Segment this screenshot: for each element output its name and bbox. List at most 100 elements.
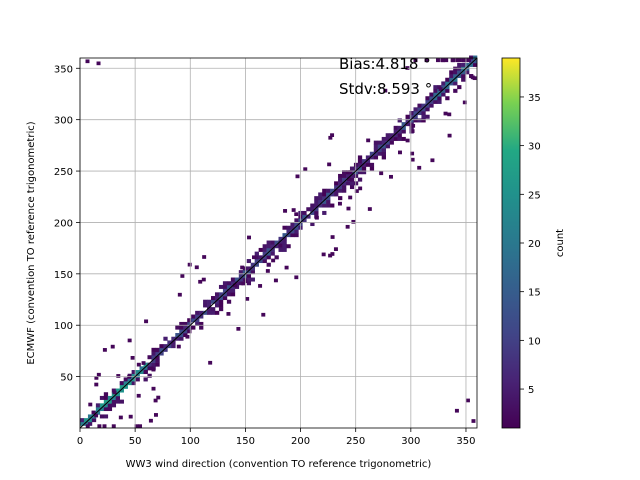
heat-cell — [214, 299, 220, 304]
heat-cell — [179, 321, 184, 326]
heat-cell — [151, 362, 156, 367]
heat-cell — [373, 151, 379, 156]
heat-cell — [447, 112, 452, 117]
heat-cell — [461, 74, 466, 79]
heat-cell — [218, 296, 224, 301]
heat-cell — [409, 125, 414, 130]
heat-cell — [383, 88, 388, 93]
heat-cell — [222, 292, 228, 297]
heat-cell — [226, 292, 232, 297]
heat-cell — [345, 181, 351, 186]
heat-cell — [357, 155, 363, 160]
heat-cell — [187, 262, 192, 267]
colorbar-tick-label: 15 — [528, 288, 541, 299]
heat-cell — [318, 199, 323, 204]
heat-cell — [445, 96, 450, 101]
heat-cell — [139, 370, 144, 375]
heat-cell — [218, 303, 224, 308]
heat-cell — [425, 103, 430, 108]
heat-cell — [373, 140, 379, 145]
heat-cell — [441, 81, 446, 86]
heat-cell — [155, 358, 160, 363]
heat-cell — [461, 70, 466, 75]
heat-cell — [270, 251, 275, 256]
heat-cell — [465, 70, 470, 75]
heat-cell — [112, 390, 117, 395]
heat-cell — [409, 114, 414, 119]
heat-cell — [334, 188, 339, 193]
heat-cell — [405, 122, 410, 127]
heat-cell — [473, 62, 478, 67]
heat-cell — [191, 314, 196, 319]
heat-cell — [258, 284, 263, 288]
colorbar-tick-label: 30 — [528, 142, 541, 153]
heat-cell — [457, 62, 462, 67]
heat-cell — [365, 159, 371, 164]
heat-cell — [310, 207, 315, 212]
heat-cell — [131, 373, 136, 378]
heat-cell — [194, 265, 199, 270]
heat-cell — [417, 165, 422, 170]
heat-cell — [338, 196, 343, 201]
heat-cell — [187, 325, 192, 330]
heat-cell — [310, 222, 315, 227]
heat-cell — [330, 192, 335, 197]
heat-cell — [330, 133, 335, 137]
heat-cell — [198, 279, 203, 284]
heat-cell — [195, 321, 200, 326]
heat-cell — [240, 265, 245, 270]
heat-cell — [321, 252, 326, 257]
heat-cell — [131, 377, 136, 382]
heat-cell — [254, 259, 259, 264]
heat-cell — [433, 96, 438, 101]
heat-cell — [473, 59, 478, 64]
heat-cell — [284, 265, 289, 270]
heat-cell — [111, 399, 117, 404]
heat-cell — [351, 219, 356, 224]
heat-cell — [131, 370, 136, 375]
heat-cell — [322, 192, 327, 197]
heat-cell — [185, 334, 190, 339]
heat-cell — [421, 107, 426, 112]
heat-cell — [175, 333, 180, 338]
heat-cell — [381, 136, 386, 141]
colorbar-label: count — [555, 229, 566, 257]
heat-cell — [381, 151, 386, 156]
heat-cell — [433, 88, 438, 93]
heat-cell — [389, 136, 394, 141]
heat-cell — [107, 407, 113, 412]
heat-cell — [318, 192, 323, 197]
heat-cell — [405, 138, 410, 143]
y-tick-label: 150 — [54, 270, 73, 281]
heat-cell — [144, 319, 149, 324]
heat-cell — [187, 329, 192, 334]
heat-cell — [254, 251, 259, 256]
heat-cell — [236, 327, 241, 331]
heat-cell — [238, 273, 244, 278]
heat-cell — [393, 125, 398, 130]
heat-cell — [377, 148, 383, 153]
heat-cell — [290, 222, 295, 227]
heat-cell — [342, 188, 347, 193]
heat-cell — [326, 192, 331, 197]
heat-cell — [449, 70, 454, 75]
heat-cell — [417, 103, 422, 108]
heat-cell — [153, 398, 158, 403]
heat-cell — [226, 299, 232, 304]
heat-cell — [333, 247, 338, 251]
heat-cell — [381, 148, 386, 153]
heat-cell — [322, 199, 327, 204]
heat-cell — [234, 281, 240, 286]
heat-cell — [369, 155, 375, 160]
heat-cell — [127, 338, 132, 343]
heat-cell — [326, 196, 331, 201]
heat-cell — [83, 421, 89, 426]
heat-cell — [127, 381, 132, 386]
colorbar-tick-label: 20 — [528, 239, 541, 250]
heat-cell — [302, 218, 307, 223]
heat-cell — [115, 388, 120, 393]
heat-cell — [326, 199, 331, 204]
heat-cell — [345, 173, 351, 178]
heat-cell — [361, 162, 367, 167]
heat-cell — [424, 58, 429, 63]
